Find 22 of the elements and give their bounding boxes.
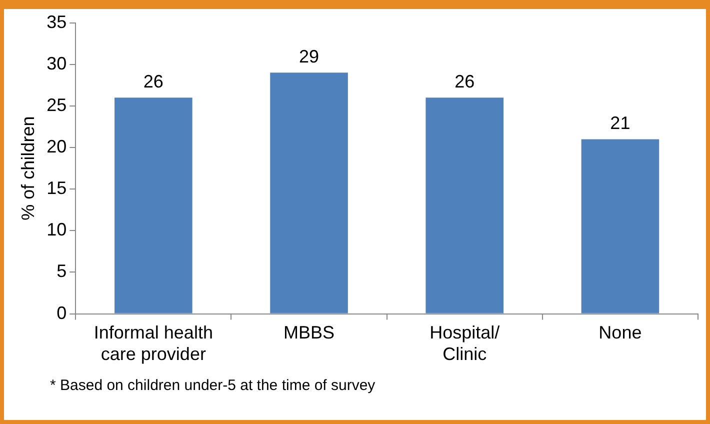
y-tick-label: 5 <box>56 261 67 282</box>
y-tick-label: 0 <box>56 302 67 323</box>
x-tick-label: Hospital/ Clinic <box>430 322 500 364</box>
y-tick-label: 30 <box>46 53 67 74</box>
bar <box>270 72 348 314</box>
y-tick-label: 10 <box>46 220 67 240</box>
y-tick-label: 20 <box>46 136 67 156</box>
data-label: 26 <box>143 72 164 92</box>
x-tick-label: Informal health care provider <box>94 322 213 364</box>
y-tick-label: 25 <box>46 94 67 115</box>
data-label: 26 <box>454 72 475 92</box>
bar <box>581 139 660 314</box>
y-axis-title: % of children <box>18 116 38 220</box>
bar <box>426 98 504 314</box>
bar <box>114 98 192 314</box>
x-tick-label: None <box>598 322 642 343</box>
y-tick-label: 15 <box>46 178 67 198</box>
data-label: 21 <box>610 113 630 134</box>
data-label: 29 <box>299 46 320 67</box>
y-tick-label: 35 <box>46 12 67 32</box>
x-tick-label: MBBS <box>284 322 335 343</box>
text: * Based on children under-5 at the time of survey <box>50 377 376 394</box>
